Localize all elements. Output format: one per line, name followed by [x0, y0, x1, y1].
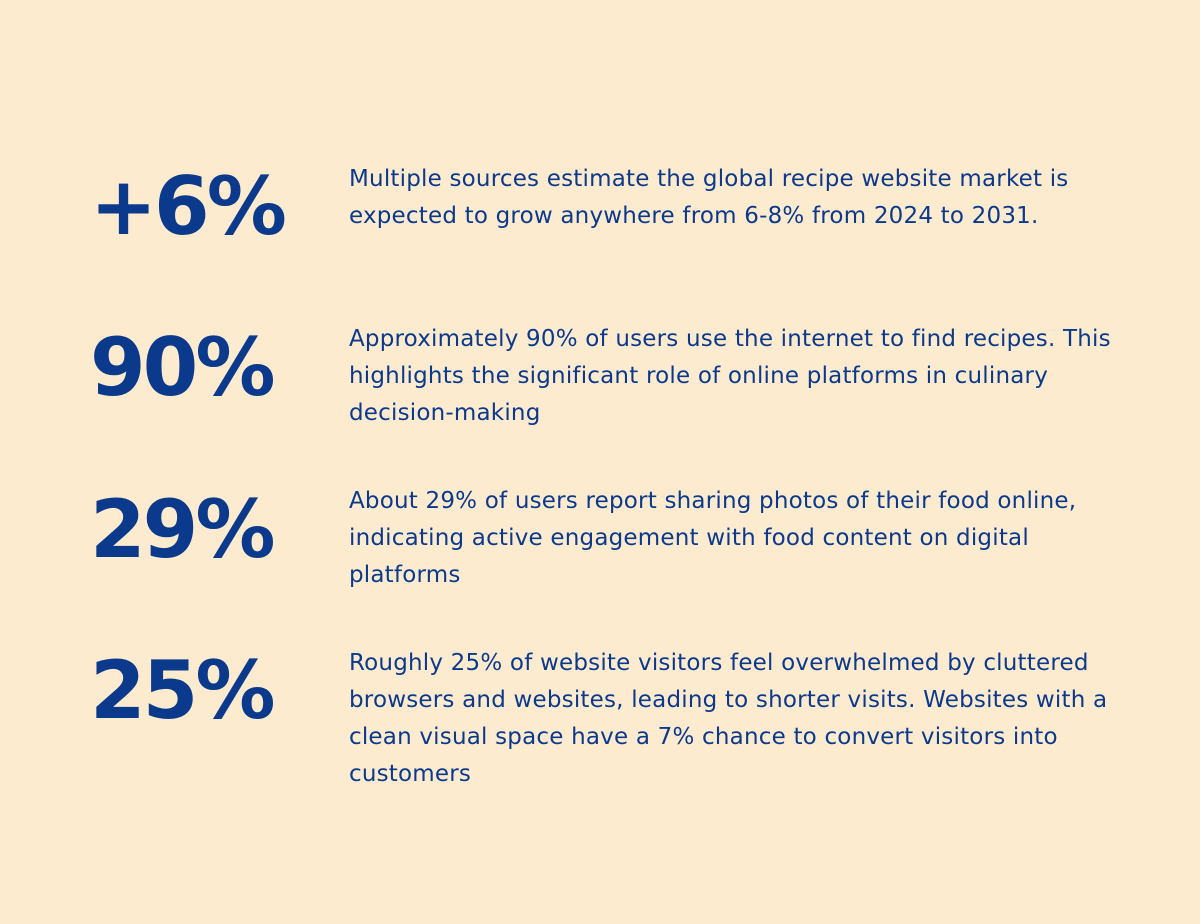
stat-description: Multiple sources estimate the global rec… [349, 166, 1069, 229]
stat-value: 29% [90, 483, 275, 576]
stat-description: About 29% of users report sharing photos… [349, 488, 1077, 588]
stat-value: 25% [90, 644, 275, 737]
stat-value: 90% [90, 321, 275, 414]
stat-description: Approximately 90% of users use the inter… [349, 326, 1111, 426]
stat-value: +6% [90, 160, 287, 253]
stat-description: Roughly 25% of website visitors feel ove… [349, 650, 1108, 787]
